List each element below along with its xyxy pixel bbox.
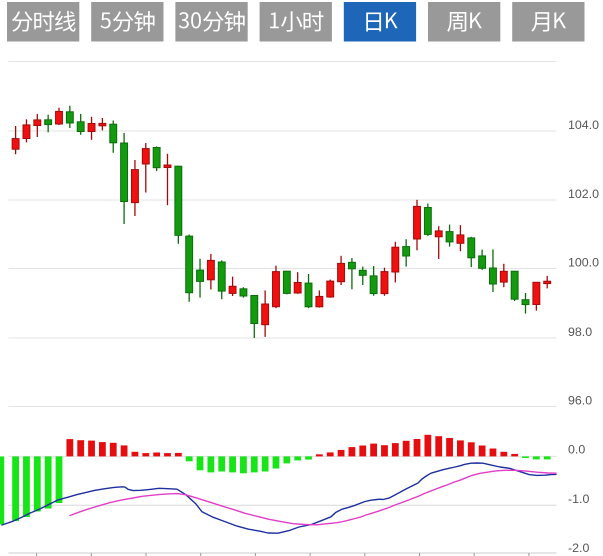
svg-text:98.0: 98.0 (568, 325, 592, 339)
svg-text:96.0: 96.0 (568, 394, 592, 408)
svg-text:102.0: 102.0 (568, 187, 599, 201)
svg-text:100.0: 100.0 (568, 256, 599, 270)
svg-text:-1.0: -1.0 (568, 492, 589, 506)
svg-text:104.0: 104.0 (568, 118, 599, 132)
svg-text:-2.0: -2.0 (568, 541, 589, 555)
svg-text:0.0: 0.0 (568, 443, 585, 457)
